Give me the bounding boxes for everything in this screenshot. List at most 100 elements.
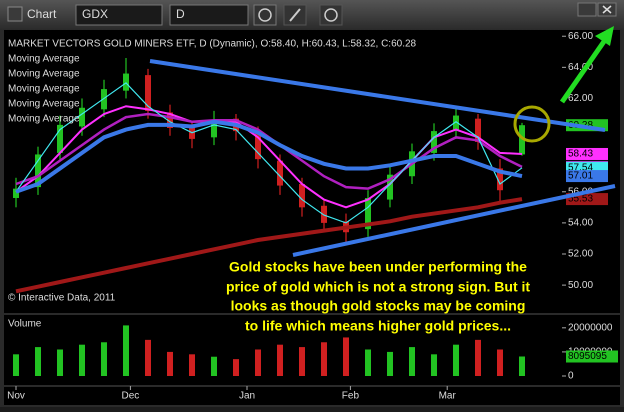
volume-bar: [299, 347, 305, 376]
candle-body: [13, 188, 19, 198]
legend-entry: Moving Average: [8, 99, 80, 110]
app-icon: [7, 6, 23, 22]
volume-bar: [365, 349, 371, 376]
volume-bar: [475, 339, 481, 376]
y-tick-label: 62.00: [568, 93, 593, 104]
last-volume-badge: [566, 350, 618, 363]
volume-bar: [431, 354, 437, 376]
last-value-badge: [566, 147, 608, 160]
volume-bar: [101, 342, 107, 376]
candle-body: [101, 89, 107, 110]
last-value-label: 58.43: [568, 149, 593, 160]
y-tick-label: 50.00: [568, 280, 593, 291]
x-axis-strip: [4, 387, 620, 405]
candle-body: [145, 75, 151, 111]
candle-body: [453, 115, 459, 130]
volume-tick-label: 0: [568, 371, 574, 382]
volume-bar: [343, 337, 349, 376]
candle-body: [255, 132, 261, 160]
volume-bar: [35, 347, 41, 376]
y-tick-label: 66.00: [568, 31, 593, 42]
y-tick-label: 54.00: [568, 218, 593, 229]
volume-bar: [233, 359, 239, 376]
zoom-icon: [258, 8, 272, 22]
volume-bar: [57, 349, 63, 376]
volume-bar: [277, 344, 283, 376]
candle-body: [57, 124, 63, 153]
candle-body: [497, 168, 503, 191]
last-value-label: 57.01: [568, 171, 593, 182]
x-tick-label: Feb: [342, 391, 360, 402]
volume-bar: [79, 344, 85, 376]
candle-body: [35, 154, 41, 188]
last-value-label: 55.53: [568, 194, 593, 205]
candle-body: [431, 131, 437, 153]
x-tick-label: Nov: [7, 391, 25, 402]
last-volume-label: 8095095: [568, 351, 607, 362]
candle-body: [211, 120, 217, 138]
last-value-badge: [566, 170, 608, 183]
highlight-circle: [513, 105, 551, 143]
arrow-head: [595, 26, 614, 46]
volume-bar: [189, 354, 195, 376]
arrow-shaft: [559, 38, 608, 104]
symbol-input[interactable]: [75, 4, 163, 26]
legend-entry: Moving Average: [8, 69, 80, 80]
x-tick-label: Mar: [439, 391, 457, 402]
volume-tick-label: 20000000: [568, 322, 613, 333]
last-value-label: 57.54: [568, 162, 593, 173]
period-text: D: [176, 7, 185, 21]
refresh-button[interactable]: [319, 4, 343, 26]
window-title: Chart: [27, 7, 57, 21]
volume-title: Volume: [8, 319, 42, 330]
annotation: looks as though gold stocks may be comin…: [231, 298, 526, 314]
symbol-text: GDX: [82, 7, 108, 21]
annotation: Gold stocks have been under performing t…: [229, 259, 527, 275]
volume-bar: [13, 354, 19, 376]
volume-bar: [167, 351, 173, 376]
candle-body: [475, 118, 481, 142]
zoom-button[interactable]: [253, 4, 277, 26]
moving-average: [15, 197, 523, 294]
volume-bar: [145, 339, 151, 376]
volume-bar: [321, 342, 327, 376]
close-icon: [602, 5, 612, 14]
trend-line: [292, 184, 616, 257]
trend-line: [149, 59, 606, 132]
candle-body: [277, 160, 283, 186]
annotation: to life which means higher gold prices..…: [245, 318, 511, 334]
candle-body: [387, 174, 393, 200]
legend-entry: Moving Average: [8, 114, 80, 125]
candle-body: [167, 112, 173, 128]
legend-entry: Moving Average: [8, 54, 80, 65]
candle-body: [365, 198, 371, 230]
volume-bar: [255, 349, 261, 376]
volume-bar: [211, 356, 217, 376]
volume-bar: [409, 347, 415, 376]
moving-average: [15, 82, 523, 224]
volume-bar: [519, 356, 525, 376]
candle-body: [79, 107, 85, 127]
volume-bar: [387, 351, 393, 376]
y-tick-label: 52.00: [568, 249, 593, 260]
pencil-icon: [289, 8, 301, 22]
candle-body: [299, 184, 305, 208]
maximize-button[interactable]: [577, 2, 597, 17]
x-tick-label: Dec: [122, 391, 140, 402]
moving-average: [15, 105, 523, 209]
moving-average: [15, 119, 523, 194]
copyright: © Interactive Data, 2011: [8, 293, 116, 304]
x-tick-label: Jan: [239, 391, 255, 402]
volume-bar: [123, 325, 129, 376]
volume-bar: [497, 349, 503, 376]
period-select[interactable]: [169, 4, 249, 26]
candle-body: [519, 125, 525, 155]
chart-title: MARKET VECTORS GOLD MINERS ETF, D (Dynam…: [8, 39, 417, 50]
candle-body: [321, 205, 327, 223]
y-tick-label: 64.00: [568, 62, 593, 73]
candle-body: [123, 73, 129, 91]
refresh-icon: [324, 8, 338, 22]
legend-entry: Moving Average: [8, 84, 80, 95]
annotation: price of gold which is not a strong sign…: [226, 279, 530, 295]
